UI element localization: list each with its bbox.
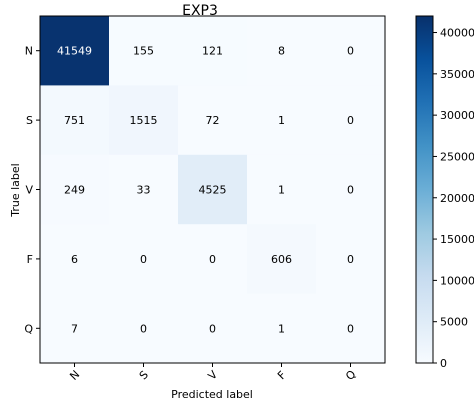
cell-value-label: 72	[206, 114, 220, 127]
heatmap-cell	[178, 224, 248, 295]
x-axis-label: Predicted label	[171, 388, 253, 401]
cell-value-label: 1	[278, 184, 285, 197]
heatmap-cell	[109, 293, 179, 364]
x-tick-label: Q	[343, 367, 359, 383]
heatmap-cell	[316, 224, 386, 295]
y-axis-ticks: N S V F Q	[24, 45, 40, 335]
heatmap-cell	[40, 224, 110, 295]
y-tick-label: N	[25, 45, 33, 58]
heatmap-cell	[40, 154, 110, 225]
cell-value-label: 41549	[57, 45, 92, 58]
heatmap-cell	[316, 293, 386, 364]
cell-value-label: 155	[133, 45, 154, 58]
heatmap-cell-labels: 41549 155 121 8 0 751 1515 72 1 0 249 33 4525 1 0 6 0 0 60…	[57, 45, 354, 336]
heatmap-cell	[109, 16, 179, 86]
cell-value-label: 6	[71, 253, 78, 266]
colorbar-tick-label: 0	[440, 357, 447, 370]
cell-value-label: 606	[271, 253, 292, 266]
cell-value-label: 0	[209, 322, 216, 335]
heatmap-cell	[316, 154, 386, 225]
y-tick-label: F	[27, 253, 33, 266]
heatmap-cell	[247, 16, 317, 86]
heatmap-cells	[40, 16, 386, 364]
colorbar-tick-label: 10000	[440, 274, 474, 287]
heatmap-cell	[247, 293, 317, 364]
colorbar-tick-label: 5000	[440, 316, 468, 329]
cell-value-label: 33	[137, 184, 151, 197]
heatmap-cell	[178, 293, 248, 364]
heatmap-cell	[247, 85, 317, 156]
cell-value-label: 1	[278, 322, 285, 335]
colorbar-tick-label: 25000	[440, 150, 474, 163]
x-tick-label: S	[137, 368, 151, 382]
cell-value-label: 121	[202, 45, 223, 58]
cell-value-label: 0	[347, 253, 354, 266]
cell-value-label: 1	[278, 114, 285, 127]
heatmap-cell	[316, 16, 386, 86]
cell-value-label: 7	[71, 322, 78, 335]
heatmap-cell	[40, 16, 110, 86]
cell-value-label: 0	[347, 322, 354, 335]
cell-value-label: 1515	[130, 114, 158, 127]
cell-value-label: 0	[347, 184, 354, 197]
heatmap-cell	[178, 154, 248, 225]
heatmap-cell	[40, 293, 110, 364]
y-axis-label: True label	[9, 163, 22, 217]
y-tick-label: Q	[24, 322, 33, 335]
cell-value-label: 0	[209, 253, 216, 266]
heatmap-cell	[109, 85, 179, 156]
cell-value-label: 0	[347, 45, 354, 58]
colorbar-tick-label: 40000	[440, 27, 474, 40]
heatmap-cell	[247, 224, 317, 295]
heatmap-cell	[109, 154, 179, 225]
cell-value-label: 0	[140, 322, 147, 335]
x-tick-label: N	[67, 368, 82, 383]
cell-value-label: 0	[347, 114, 354, 127]
heatmap-cell	[316, 85, 386, 156]
heatmap-cell	[109, 224, 179, 295]
colorbar-tick-label: 15000	[440, 233, 474, 246]
y-tick-label: V	[25, 184, 33, 197]
colorbar-ticks: 0 5000 10000 15000 20000 25000 30000 35000 40000	[433, 27, 474, 370]
colorbar	[415, 15, 434, 364]
cell-value-label: 249	[64, 184, 85, 197]
colorbar-tick-label: 35000	[440, 68, 474, 81]
x-tick-label: F	[275, 369, 289, 383]
y-tick-label: S	[26, 114, 33, 127]
chart-title: EXP3	[182, 3, 218, 19]
x-tick-label: V	[206, 368, 221, 383]
colorbar-tick-label: 20000	[440, 192, 474, 205]
heatmap-cell	[40, 85, 110, 156]
cell-value-label: 8	[278, 45, 285, 58]
heatmap-cell	[178, 16, 248, 86]
heatmap-cell	[247, 154, 317, 225]
colorbar-tick-label: 30000	[440, 109, 474, 122]
heatmap-cell	[178, 85, 248, 156]
cell-value-label: 4525	[199, 184, 227, 197]
cell-value-label: 751	[64, 114, 85, 127]
cell-value-label: 0	[140, 253, 147, 266]
